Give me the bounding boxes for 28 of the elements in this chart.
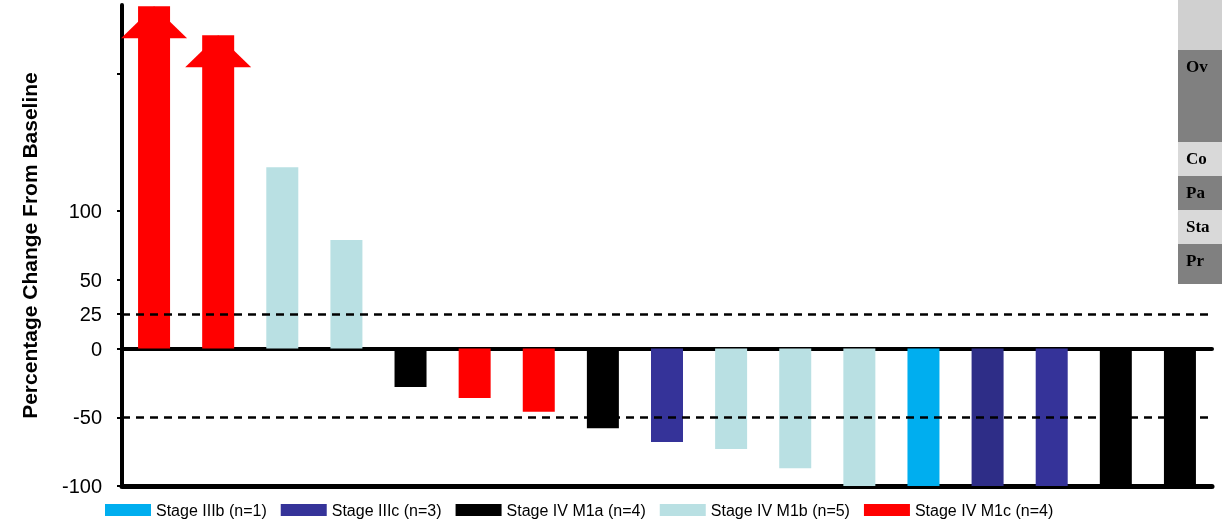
- legend-label: Stage IV M1a (n=4): [506, 501, 646, 519]
- table-cell: Pr: [1178, 244, 1222, 284]
- bar: [458, 348, 491, 399]
- table-cell: Pa: [1178, 176, 1222, 210]
- legend-label: Stage IV M1b (n=5): [710, 501, 850, 519]
- table-cell: Ov: [1178, 50, 1222, 142]
- table-cell: Co: [1178, 142, 1222, 176]
- bar: [779, 348, 812, 469]
- bar: [522, 348, 555, 412]
- bar: [266, 167, 299, 349]
- y-axis-title: Percentage Change From Baseline: [18, 72, 41, 419]
- legend-label: Stage IIIc (n=3): [331, 501, 442, 519]
- bar: [907, 348, 940, 486]
- bar: [1035, 348, 1068, 486]
- table-cell: Sta: [1178, 210, 1222, 244]
- y-tick-label: 50: [79, 268, 102, 291]
- y-tick-label: 0: [90, 337, 102, 360]
- bar: [330, 240, 363, 349]
- bar: [971, 348, 1004, 486]
- legend-label: Stage IV M1c (n=4): [914, 501, 1054, 519]
- y-tick-label: -50: [73, 406, 102, 429]
- bar: [651, 348, 683, 443]
- y-tick-label: 100: [68, 200, 102, 223]
- bar: [715, 348, 748, 449]
- y-tick-label: -100: [61, 475, 102, 497]
- y-tick-label: 25: [79, 303, 102, 326]
- bar: [843, 348, 876, 486]
- legend-label: Stage IIIb (n=1): [156, 501, 267, 519]
